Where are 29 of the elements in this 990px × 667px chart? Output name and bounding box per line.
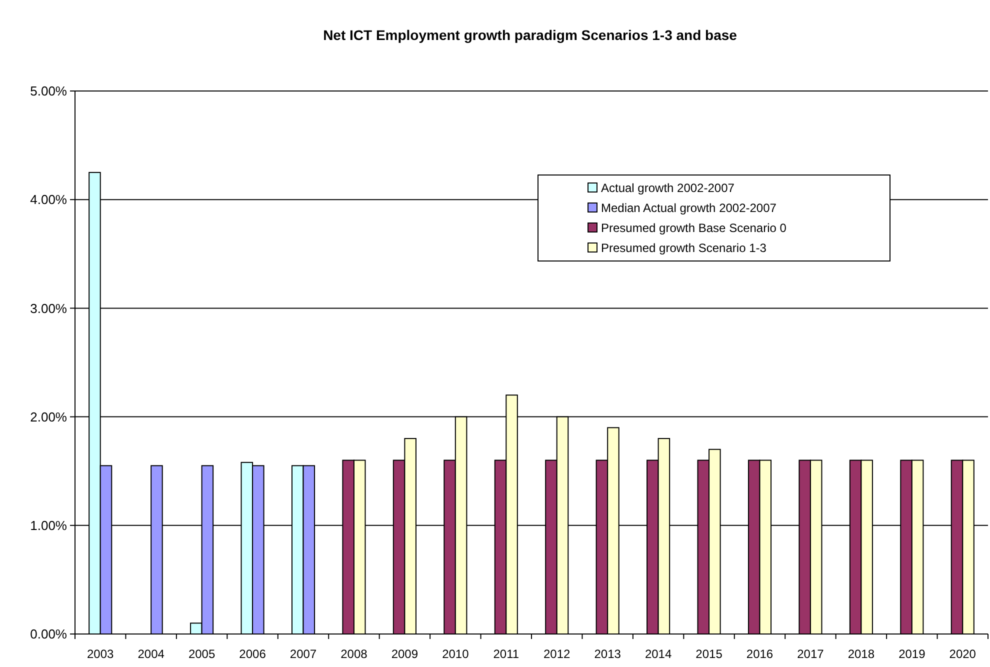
y-tick-label: 5.00% <box>30 84 68 99</box>
x-tick-label: 2006 <box>239 647 266 661</box>
chart-title: Net ICT Employment growth paradigm Scenarios 1-3 and base <box>323 27 738 43</box>
x-tick-label: 2011 <box>493 647 520 661</box>
legend-label: Actual growth 2002-2007 <box>601 181 735 196</box>
y-tick-label: 4.00% <box>30 192 68 208</box>
legend-label: Presumed growth Scenario 1-3 <box>601 241 767 256</box>
x-tick-label: 2003 <box>87 647 114 661</box>
x-tick-label: 2018 <box>848 647 875 661</box>
x-tick-label: 2012 <box>544 647 571 661</box>
x-tick-label: 2019 <box>898 647 926 661</box>
y-tick-label: 2.00% <box>30 409 68 424</box>
x-tick-label: 2004 <box>138 647 165 661</box>
x-tick-label: 2007 <box>290 647 317 661</box>
legend-label: Presumed growth Base Scenario 0 <box>601 221 787 236</box>
x-tick-label: 2009 <box>391 647 418 661</box>
x-tick-label: 2010 <box>442 647 470 661</box>
x-tick-label: 2016 <box>746 647 774 661</box>
x-tick-label: 2005 <box>188 647 216 661</box>
legend-label: Median Actual growth 2002-2007 <box>601 201 777 216</box>
x-tick-label: 2013 <box>594 647 622 661</box>
x-tick-label: 2008 <box>340 647 368 661</box>
x-tick-label: 2015 <box>696 647 723 661</box>
y-tick-label: 1.00% <box>30 518 68 533</box>
x-tick-label: 2020 <box>949 647 976 661</box>
y-tick-label: 0.00% <box>30 626 68 642</box>
y-tick-label: 3.00% <box>30 300 68 316</box>
x-tick-label: 2017 <box>797 647 824 661</box>
x-tick-label: 2014 <box>644 647 672 661</box>
